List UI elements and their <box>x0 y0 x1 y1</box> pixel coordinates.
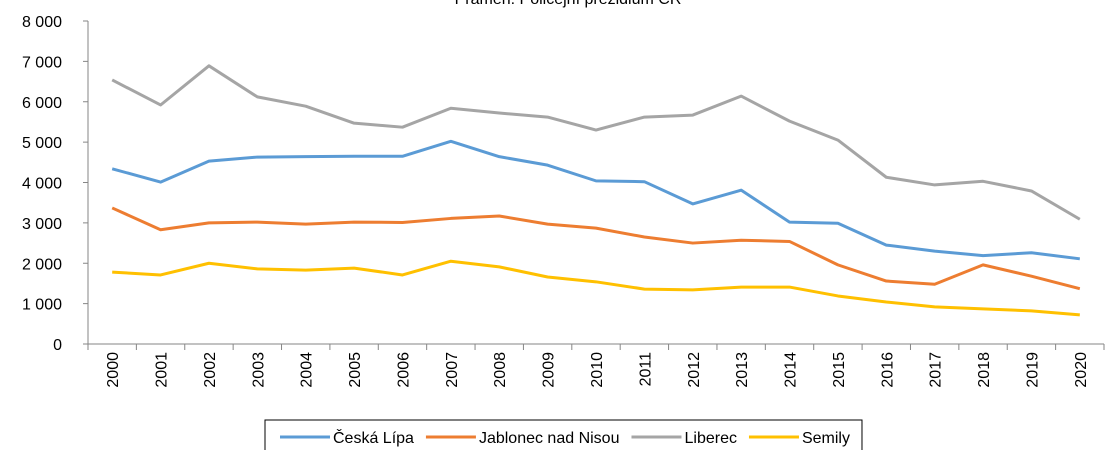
x-tick-label: 2003 <box>250 352 267 388</box>
y-tick-label: 4 000 <box>22 176 62 193</box>
x-tick-label: 2013 <box>734 352 751 388</box>
y-tick-label: 0 <box>53 337 62 354</box>
x-tick-label: 2008 <box>492 352 509 388</box>
legend-label: Semily <box>802 430 850 447</box>
legend: Česká Lípa Jablonec nad Nisou Liberec Semil… <box>264 419 863 450</box>
y-tick-label: 7 000 <box>22 54 62 71</box>
x-tick-label: 2002 <box>202 352 219 388</box>
y-tick-label: 6 000 <box>22 95 62 112</box>
x-tick-label: 2019 <box>1024 352 1041 388</box>
x-tick-label: 2016 <box>879 352 896 388</box>
x-tick-label: 2014 <box>783 352 800 388</box>
y-tick-label: 2 000 <box>22 256 62 273</box>
legend-label: Česká Lípa <box>333 428 414 447</box>
x-tick-label: 2020 <box>1073 352 1090 388</box>
x-tick-label: 2001 <box>154 352 171 388</box>
legend-label: Liberec <box>684 430 736 447</box>
chart-title: Pramen: Policejní prezidium ČR <box>455 0 682 8</box>
x-tick-label: 2010 <box>589 352 606 388</box>
series-line <box>112 259 1080 317</box>
x-tick-label: 2015 <box>831 352 848 388</box>
series-line <box>111 206 1081 291</box>
y-tick-label: 8 000 <box>22 14 62 31</box>
x-tick-label: 2017 <box>928 352 945 388</box>
x-tick-label: 2012 <box>686 352 703 388</box>
x-tick-label: 2004 <box>299 352 316 388</box>
y-tick-label: 5 000 <box>22 135 62 152</box>
y-tick-label: 3 000 <box>22 216 62 233</box>
x-tick-label: 2006 <box>395 352 412 388</box>
series-line <box>111 139 1080 261</box>
x-tick-label: 2000 <box>105 352 122 388</box>
x-tick-label: 2005 <box>347 352 364 388</box>
x-tick-label: 2018 <box>976 352 993 388</box>
legend-label: Jablonec nad Nisou <box>479 430 620 447</box>
x-tick-label: 2009 <box>541 352 558 388</box>
legend-box <box>264 419 863 450</box>
x-tick-label: 2011 <box>637 352 654 387</box>
x-tick-label: 2007 <box>444 352 461 388</box>
y-tick-label: 1 000 <box>22 297 62 314</box>
series-line <box>111 64 1081 221</box>
